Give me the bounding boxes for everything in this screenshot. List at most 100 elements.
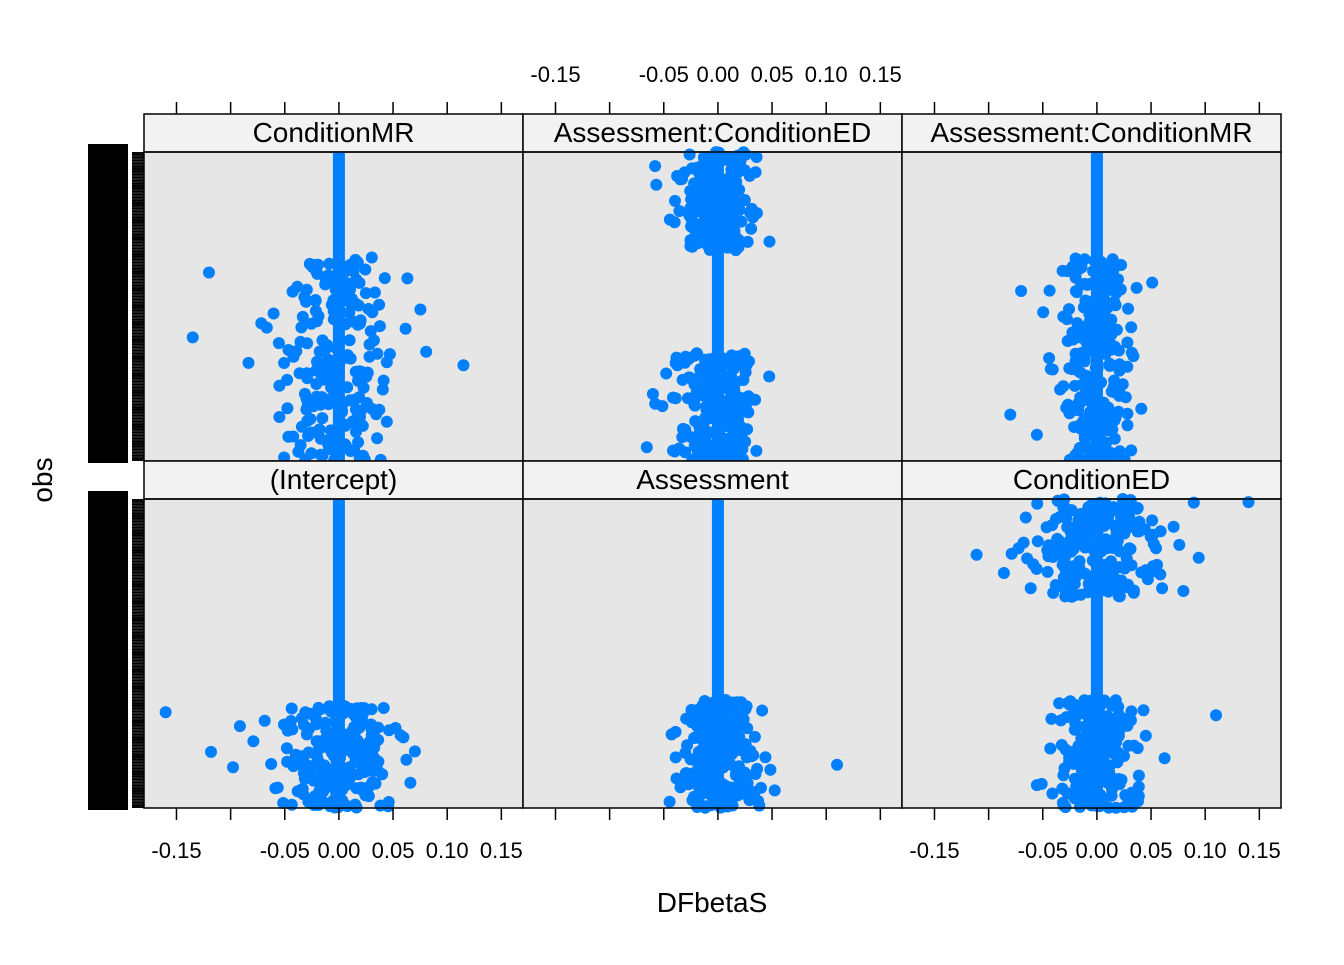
x-tick-label-top: 0.05 <box>751 62 794 87</box>
data-point <box>687 222 700 235</box>
data-point <box>710 450 723 463</box>
data-point <box>726 696 739 709</box>
data-point <box>713 359 726 371</box>
data-point <box>768 784 781 797</box>
data-point <box>1083 308 1096 321</box>
data-point <box>751 762 764 775</box>
data-point <box>1132 769 1145 782</box>
panel-strip <box>143 113 524 153</box>
data-point <box>706 232 719 244</box>
data-point <box>1075 732 1088 745</box>
data-point <box>296 310 309 323</box>
data-point <box>1079 294 1092 307</box>
data-point <box>205 745 217 758</box>
data-point <box>706 185 719 198</box>
data-point <box>691 720 704 733</box>
outlier-point <box>1210 709 1223 722</box>
data-point <box>281 402 294 415</box>
data-point <box>719 783 732 796</box>
data-point <box>1112 775 1124 788</box>
data-point <box>294 335 307 348</box>
data-point <box>309 294 322 307</box>
panel-frame <box>901 498 1282 809</box>
data-point <box>1113 358 1126 371</box>
data-point <box>1060 547 1073 560</box>
data-point <box>359 287 372 300</box>
data-point <box>378 272 391 285</box>
data-point <box>693 174 706 187</box>
data-point <box>1046 519 1059 532</box>
data-point <box>1074 508 1087 520</box>
data-point <box>227 761 239 774</box>
data-point <box>343 334 356 347</box>
data-point <box>696 699 709 712</box>
data-point <box>1092 290 1105 303</box>
data-point <box>682 778 695 791</box>
data-point <box>763 235 776 248</box>
x-tick-label-top: -0.15 <box>530 62 580 87</box>
data-point <box>1106 253 1119 266</box>
data-point <box>1109 694 1122 707</box>
data-point <box>739 366 752 379</box>
data-point <box>303 760 316 772</box>
data-point <box>1068 792 1081 805</box>
data-point <box>1094 345 1107 357</box>
data-point <box>368 752 381 764</box>
data-point <box>1066 326 1079 339</box>
data-point <box>339 439 352 452</box>
data-point <box>242 356 255 369</box>
data-point <box>1139 729 1152 742</box>
data-point <box>358 785 371 798</box>
data-point <box>344 742 357 755</box>
data-point <box>669 357 682 370</box>
data-point <box>341 277 354 290</box>
data-point <box>727 356 740 369</box>
data-point <box>736 744 749 757</box>
data-point <box>346 707 359 719</box>
data-point <box>356 715 369 728</box>
panel-strip <box>522 460 903 500</box>
data-point <box>669 392 682 405</box>
data-point <box>348 393 361 406</box>
data-point <box>1019 511 1032 524</box>
data-point <box>694 433 707 446</box>
data-point <box>1021 552 1034 565</box>
data-point <box>1104 712 1116 725</box>
data-point <box>1088 372 1101 385</box>
data-point <box>1146 514 1159 527</box>
data-point <box>700 403 713 416</box>
data-point <box>1041 565 1054 578</box>
data-point <box>358 702 371 715</box>
data-point <box>355 404 368 417</box>
data-point <box>285 798 298 811</box>
y-tick-labels-overlap <box>88 491 128 810</box>
data-point <box>718 216 730 229</box>
data-point <box>1106 343 1119 356</box>
data-point <box>1037 306 1050 319</box>
data-point <box>667 444 679 457</box>
data-point <box>1055 579 1068 592</box>
data-point <box>660 367 673 380</box>
data-point <box>376 383 389 396</box>
data-point <box>296 782 309 795</box>
data-point <box>1125 444 1138 457</box>
data-point <box>377 374 390 387</box>
data-point <box>1087 539 1100 552</box>
data-point <box>718 237 731 250</box>
data-point <box>1084 395 1097 408</box>
data-point <box>1154 525 1167 538</box>
panel-strip <box>901 460 1282 500</box>
x-tick-label-bottom: -0.15 <box>151 838 201 863</box>
data-point <box>1079 567 1092 580</box>
data-point <box>414 303 427 316</box>
data-point <box>1098 729 1111 742</box>
x-tick-label-bottom: -0.05 <box>1018 838 1068 863</box>
data-point <box>272 337 285 350</box>
data-point <box>294 439 307 452</box>
data-point <box>1097 768 1110 780</box>
data-point <box>258 714 271 727</box>
data-point <box>1121 336 1134 349</box>
data-point <box>336 783 349 796</box>
data-point <box>1151 558 1163 571</box>
